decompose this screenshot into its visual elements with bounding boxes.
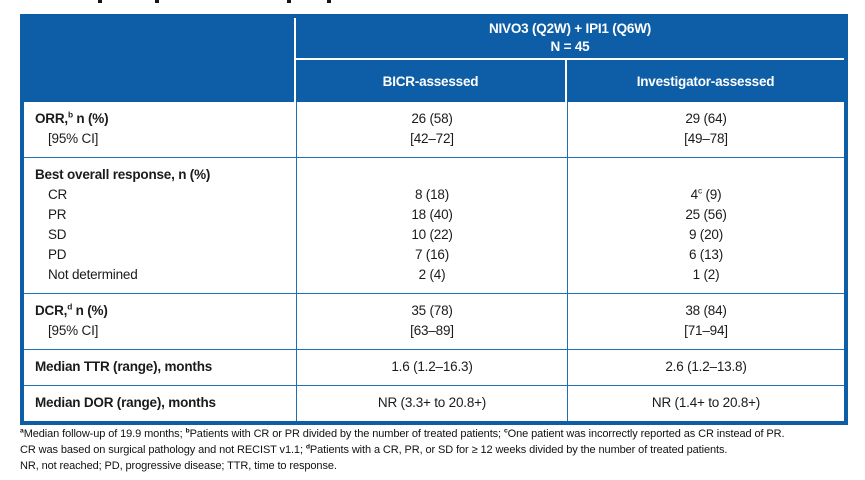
cell-line: Best overall response, n (%)	[35, 167, 211, 182]
footnote-line: CR was based on surgical pathology and n…	[20, 443, 728, 456]
cell-line: [95% CI]	[48, 131, 99, 146]
table-body: ORR,b n (%) [95% CI] 26 (58) [42–72] 29 (64)…	[24, 102, 844, 421]
investigator-value-cell: 38 (84) [71–94]	[567, 294, 844, 349]
cell-line: 18 (40)	[411, 207, 453, 222]
sample-size-label: N = 45	[550, 39, 590, 54]
cell-line: 25 (56)	[685, 207, 727, 222]
treatment-arm-label: NIVO3 (Q2W) + IPI1 (Q6W)	[488, 20, 652, 36]
cell-line: 29 (64)	[685, 111, 727, 126]
cell-line: 1.6 (1.2–16.3)	[391, 359, 473, 374]
cell-line	[297, 165, 567, 185]
text-descender-mark	[327, 0, 331, 3]
cell-line: 38 (84)	[685, 303, 727, 318]
investigator-value-cell: NR (1.4+ to 20.8+)	[567, 386, 844, 421]
investigator-value-cell: 4c (9) 25 (56) 9 (20) 6 (13) 1 (2)	[567, 158, 844, 293]
cell-line: 26 (58)	[411, 111, 453, 126]
cell-line: NR (1.4+ to 20.8+)	[651, 395, 761, 410]
cell-line: PR	[48, 207, 67, 222]
row-label-cell: Median TTR (range), months	[24, 350, 296, 385]
row-label-cell: Median DOR (range), months	[24, 386, 296, 421]
text-descender-mark	[98, 0, 102, 3]
column-header-investigator: Investigator-assessed	[636, 73, 775, 89]
table-row: Median TTR (range), months 1.6 (1.2–16.3)…	[24, 349, 844, 385]
cell-line: 9 (20)	[688, 227, 724, 242]
cell-line: [95% CI]	[48, 323, 99, 338]
cell-line: ORR,b n (%)	[35, 109, 109, 126]
cell-line: 2 (4)	[418, 267, 446, 282]
cell-line: [71–94]	[684, 323, 728, 338]
response-results-table: NIVO3 (Q2W) + IPI1 (Q6W) N = 45 BICR-ass…	[20, 14, 848, 425]
bicr-value-cell: 26 (58) [42–72]	[296, 102, 567, 157]
cell-line: [42–72]	[410, 131, 454, 146]
text-descender-mark	[155, 0, 159, 3]
cell-line: NR (3.3+ to 20.8+)	[377, 395, 487, 410]
table-header: NIVO3 (Q2W) + IPI1 (Q6W) N = 45 BICR-ass…	[24, 18, 844, 102]
cropped-text-remnant	[0, 0, 865, 5]
investigator-value-cell: 29 (64) [49–78]	[567, 102, 844, 157]
cell-line: CR	[48, 187, 68, 202]
bicr-value-cell: 35 (78) [63–89]	[296, 294, 567, 349]
bicr-value-cell: 1.6 (1.2–16.3)	[296, 350, 567, 385]
cell-line: 8 (18)	[414, 187, 450, 202]
table-row: Best overall response, n (%) CR PR SD PD Not …	[24, 157, 844, 293]
text-descender-mark	[287, 0, 291, 3]
cell-line: 6 (13)	[688, 247, 724, 262]
cell-line: 2.6 (1.2–13.8)	[665, 359, 747, 374]
table-row: ORR,b n (%) [95% CI] 26 (58) [42–72] 29 (64)…	[24, 102, 844, 157]
cell-line: 4c (9)	[690, 185, 722, 202]
cell-line: 1 (2)	[692, 267, 720, 282]
header-stub-cell	[24, 18, 296, 102]
column-header-bicr: BICR-assessed	[296, 60, 567, 102]
cell-line: 35 (78)	[411, 303, 453, 318]
cell-line: Not determined	[48, 267, 138, 282]
cell-line: SD	[48, 227, 67, 242]
cell-line: 10 (22)	[411, 227, 453, 242]
investigator-value-cell: 2.6 (1.2–13.8)	[567, 350, 844, 385]
row-label-cell: Best overall response, n (%) CR PR SD PD Not …	[24, 158, 296, 293]
row-label-cell: DCR,d n (%) [95% CI]	[24, 294, 296, 349]
cell-line: 7 (16)	[414, 247, 450, 262]
bicr-value-cell: NR (3.3+ to 20.8+)	[296, 386, 567, 421]
cell-line: Median TTR (range), months	[35, 359, 213, 374]
cell-line: [63–89]	[410, 323, 454, 338]
bicr-value-cell: 8 (18) 18 (40) 10 (22) 7 (16) 2 (4)	[296, 158, 567, 293]
cell-line: Median DOR (range), months	[35, 395, 216, 410]
footnote-line: aMedian follow-up of 19.9 months; bPatie…	[20, 427, 785, 440]
cell-line: PD	[48, 247, 67, 262]
footnote-line: NR, not reached; PD, progressive disease…	[20, 460, 337, 472]
table-row: DCR,d n (%) [95% CI] 35 (78) [63–89] 38 (84)…	[24, 293, 844, 349]
table-row: Median DOR (range), months NR (3.3+ to 20…	[24, 385, 844, 421]
cell-line: [49–78]	[684, 131, 728, 146]
row-label-cell: ORR,b n (%) [95% CI]	[24, 102, 296, 157]
assessment-column-headers: BICR-assessed Investigator-assessed	[296, 60, 844, 102]
treatment-group-header: NIVO3 (Q2W) + IPI1 (Q6W) N = 45	[296, 18, 844, 60]
cell-line	[568, 165, 844, 185]
cell-line: DCR,d n (%)	[35, 301, 108, 318]
header-right-area: NIVO3 (Q2W) + IPI1 (Q6W) N = 45 BICR-ass…	[296, 18, 844, 102]
footnotes: aMedian follow-up of 19.9 months; bPatie…	[20, 426, 846, 474]
